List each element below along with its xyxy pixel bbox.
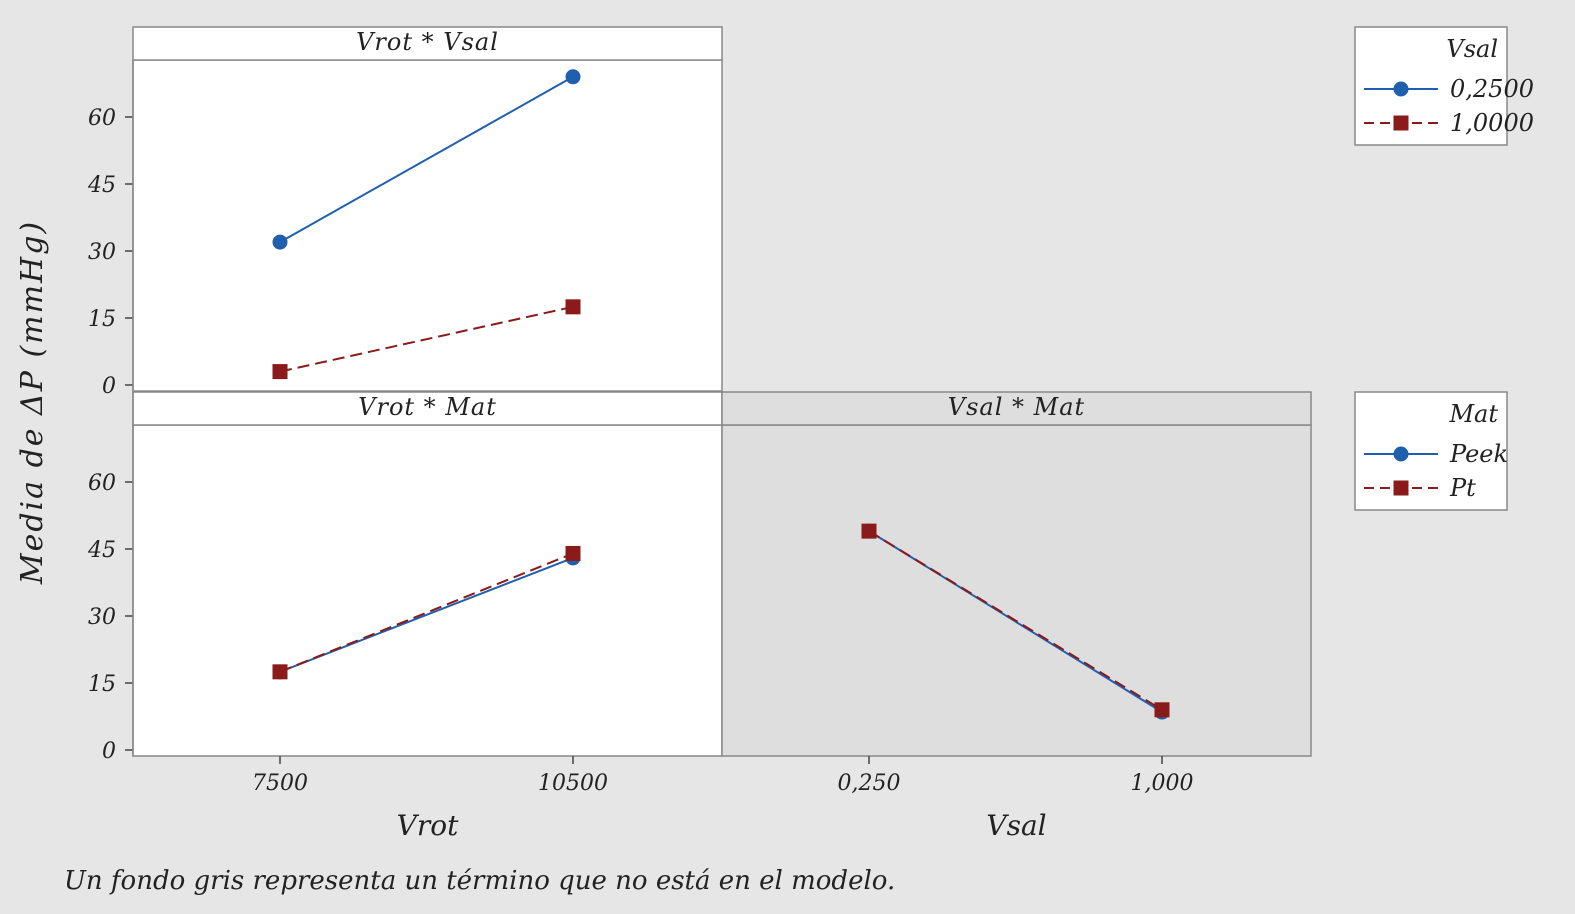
legend-title: Mat <box>1448 400 1498 428</box>
panel-title: Vrot * Mat <box>358 393 497 421</box>
legend-mat: Mat Peek Pt <box>1354 391 1508 511</box>
y-tick-label: 45 <box>87 538 116 563</box>
x-tick-label: 1,000 <box>1131 771 1194 796</box>
panel-header <box>132 26 723 61</box>
x-tick-label: 0,250 <box>838 771 901 796</box>
y-tick-label: 0 <box>102 739 116 764</box>
y-tick-label: 15 <box>88 672 116 697</box>
legend-label: 1,0000 <box>1450 109 1534 137</box>
legend-marker <box>1393 115 1409 131</box>
legend-box <box>1354 26 1508 146</box>
y-tick-label: 30 <box>88 605 116 630</box>
legend-label: Peek <box>1449 440 1508 468</box>
y-tick-label: 60 <box>88 471 116 496</box>
series-line-pt <box>279 552 574 673</box>
data-point <box>565 545 581 561</box>
y-tick-label: 0 <box>102 374 116 399</box>
x-axis-title: Vsal <box>986 809 1046 842</box>
footnote: Un fondo gris representa un término que … <box>64 866 896 896</box>
series-line-1-0000 <box>279 305 574 373</box>
y-tick-label: 45 <box>87 173 116 198</box>
plot-area <box>132 424 723 757</box>
panel-header <box>132 391 723 426</box>
legend-title: Vsal <box>1446 35 1498 63</box>
data-point <box>1154 702 1170 718</box>
legend-marker <box>1393 480 1409 496</box>
panel-vrot-vsal: Vrot * Vsal <box>132 26 723 392</box>
y-tick-label: 60 <box>88 106 116 131</box>
panel-vsal-mat: Vsal * Mat <box>721 391 1312 757</box>
x-tick-label: 10500 <box>538 771 608 796</box>
legend-label: Pt <box>1449 474 1476 502</box>
plot-area <box>132 59 723 392</box>
panel-title: Vrot * Vsal <box>356 28 499 56</box>
y-tick-label: 30 <box>88 240 116 265</box>
legend-marker <box>1393 446 1409 462</box>
series-line-pt <box>868 530 1163 711</box>
data-point <box>272 364 288 380</box>
legend-marker <box>1393 81 1409 97</box>
data-point <box>565 299 581 315</box>
legend-label: 0,2500 <box>1450 75 1534 103</box>
panel-vrot-mat: Vrot * Mat <box>132 391 723 757</box>
x-axis-title: Vrot <box>397 809 459 842</box>
legend-box <box>1354 391 1508 511</box>
data-point <box>272 234 288 250</box>
data-point <box>861 523 877 539</box>
panel-header <box>721 391 1312 426</box>
plot-area <box>721 424 1312 757</box>
y-axis-title: Media de ΔP (mmHg) <box>15 220 50 585</box>
data-point <box>565 69 581 85</box>
y-tick-label: 15 <box>88 307 116 332</box>
legend-vsal: Vsal 0,2500 1,0000 <box>1354 26 1534 146</box>
panel-title: Vsal * Mat <box>948 393 1085 421</box>
series-line-peek <box>279 557 574 673</box>
data-point <box>272 664 288 680</box>
series-line-0-2500 <box>279 75 574 243</box>
x-tick-label: 7500 <box>252 771 308 796</box>
